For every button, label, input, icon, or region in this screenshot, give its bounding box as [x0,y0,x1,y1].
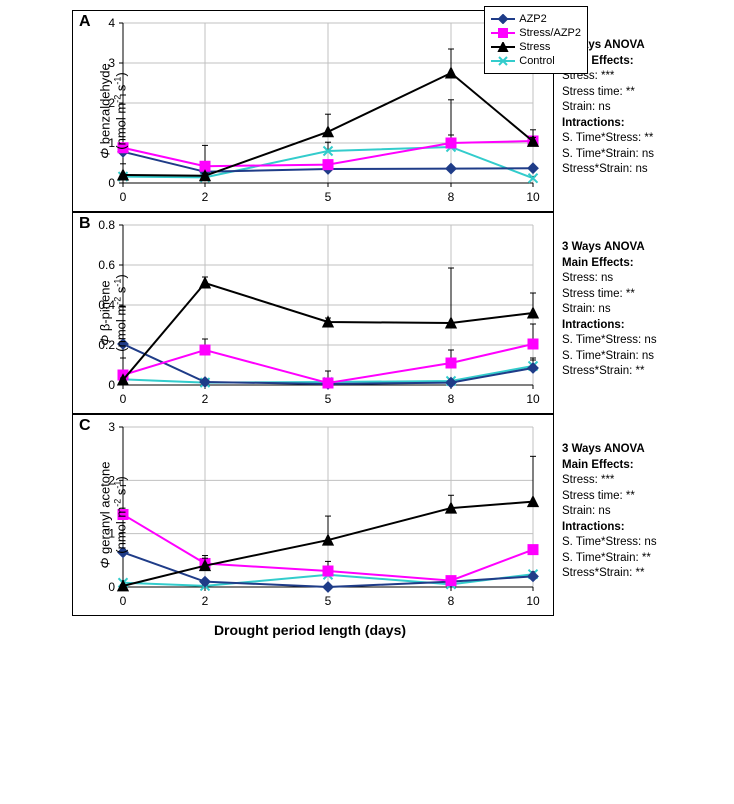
x-tick-label: 2 [202,392,209,406]
marker-stress_azp2 [529,340,538,349]
legend-swatch [491,56,515,66]
x-tick-label: 2 [202,190,209,204]
marker-azp2 [529,364,538,373]
x-tick-label: 5 [325,190,332,204]
marker-stress [201,279,210,288]
anova-row: Stress: *** [562,473,702,489]
marker-stress [447,319,456,328]
anova-row: Stress: ns [562,271,702,287]
marker-stress [447,504,456,513]
anova-row: S. Time*Strain: ns [562,349,702,365]
panel-label: A [79,13,91,31]
anova-row: Strain: ns [562,504,702,520]
legend-item-azp2: AZP2 [491,13,581,25]
marker-stress [529,309,538,318]
marker-azp2 [324,583,333,592]
anova-row: Strain: ns [562,100,702,116]
panel-label: B [79,215,91,233]
anova-block: 3 Ways ANOVAMain Effects:Stress: nsStres… [562,240,702,380]
x-tick-label: 5 [325,594,332,608]
panel-A: AΦ benzaldehyde(nmol m-2 s-1)01234025810 [72,10,554,212]
anova-row: S. Time*Stress: ** [562,131,702,147]
anova-int-label: Intractions: [562,318,702,334]
legend-label: AZP2 [519,13,547,25]
anova-row: Stress time: ** [562,287,702,303]
x-tick-label: 10 [526,392,540,406]
x-tick-label: 8 [448,594,455,608]
legend-label: Control [519,55,554,67]
y-axis-label: Φ β-pinene(nmol m-2 s-1) [97,213,128,413]
anova-main-label: Main Effects: [562,256,702,272]
marker-stress_azp2 [447,139,456,148]
legend-swatch [491,28,515,38]
legend: AZP2 Stress/AZP2 Stress Control [484,6,588,74]
panel-C: CΦ geranyl acetone(nmol m-2 s-1)01230258… [72,414,554,616]
marker-azp2 [447,164,456,173]
anova-row: Stress*Strain: ** [562,566,702,582]
legend-label: Stress/AZP2 [519,27,581,39]
marker-stress_azp2 [324,567,333,576]
legend-item-stress: Stress [491,41,581,53]
panel-label: C [79,417,91,435]
anova-row: Stress*Strain: ** [562,364,702,380]
plot-svg: 0123025810 [73,415,553,615]
marker-stress_azp2 [324,379,333,388]
legend-item-control: Control [491,55,581,67]
panel-B: BΦ β-pinene(nmol m-2 s-1)00.20.40.60.802… [72,212,554,414]
plot-svg: 01234025810 [73,11,553,211]
anova-row: Stress time: ** [562,85,702,101]
anova-row: S. Time*Strain: ns [562,147,702,163]
anova-int-label: Intractions: [562,520,702,536]
anova-row: S. Time*Strain: ** [562,551,702,567]
legend-swatch [491,14,515,24]
anova-row: Strain: ns [562,302,702,318]
marker-stress_azp2 [529,545,538,554]
anova-row: S. Time*Stress: ns [562,333,702,349]
anova-title: 3 Ways ANOVA [562,240,702,256]
x-tick-label: 8 [448,392,455,406]
marker-stress_azp2 [201,346,210,355]
marker-azp2 [529,164,538,173]
anova-row: Stress*Strain: ns [562,162,702,178]
marker-stress_azp2 [324,160,333,169]
marker-stress [324,318,333,327]
figure: AZP2 Stress/AZP2 Stress Control A Φ benzalde… [10,10,724,638]
anova-title: 3 Ways ANOVA [562,442,702,458]
x-tick-label: 10 [526,594,540,608]
y-axis-label: Φ benzaldehyde(nmol m-2 s-1) [97,11,128,211]
marker-stress [324,127,333,136]
marker-stress [447,69,456,78]
x-axis-label: Drought period length (days) [70,622,550,638]
marker-stress_azp2 [447,359,456,368]
legend-swatch [491,42,515,52]
x-tick-label: 5 [325,392,332,406]
legend-label: Stress [519,41,550,53]
plot-svg: 00.20.40.60.8025810 [73,213,553,413]
anova-int-label: Intractions: [562,116,702,132]
x-tick-label: 10 [526,190,540,204]
anova-row: S. Time*Stress: ns [562,535,702,551]
y-axis-label: Φ geranyl acetone(nmol m-2 s-1) [97,415,128,615]
marker-azp2 [529,572,538,581]
anova-row: Stress time: ** [562,489,702,505]
anova-main-label: Main Effects: [562,458,702,474]
legend-item-stress_azp2: Stress/AZP2 [491,27,581,39]
marker-stress [324,536,333,545]
x-tick-label: 8 [448,190,455,204]
x-tick-label: 2 [202,594,209,608]
anova-block: 3 Ways ANOVAMain Effects:Stress: ***Stre… [562,442,702,582]
marker-stress [529,497,538,506]
marker-stress_azp2 [447,576,456,585]
